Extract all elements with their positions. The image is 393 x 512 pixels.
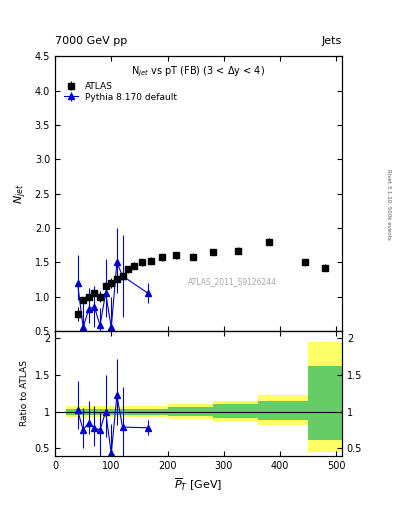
Text: ATLAS_2011_S9126244: ATLAS_2011_S9126244: [188, 277, 277, 286]
Y-axis label: Ratio to ATLAS: Ratio to ATLAS: [20, 360, 29, 426]
Text: Rivet 3.1.10, 500k events: Rivet 3.1.10, 500k events: [386, 169, 391, 240]
Legend: ATLAS, Pythia 8.170 default: ATLAS, Pythia 8.170 default: [61, 78, 180, 105]
Y-axis label: $N_{jet}$: $N_{jet}$: [13, 183, 29, 204]
Text: 7000 GeV pp: 7000 GeV pp: [55, 36, 127, 46]
X-axis label: $\overline{P}_T$ [GeV]: $\overline{P}_T$ [GeV]: [174, 476, 222, 493]
Text: N$_{jet}$ vs pT (FB) (3 < Δy < 4): N$_{jet}$ vs pT (FB) (3 < Δy < 4): [131, 65, 266, 79]
Text: Jets: Jets: [321, 36, 342, 46]
